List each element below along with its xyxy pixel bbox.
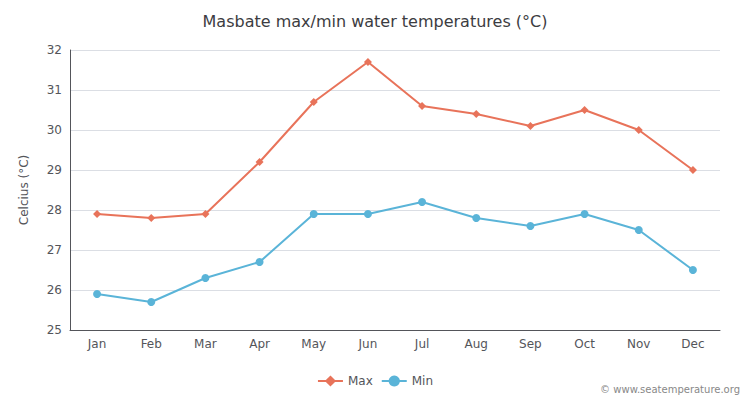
svg-text:Jan: Jan bbox=[87, 337, 107, 351]
svg-text:29: 29 bbox=[47, 163, 62, 177]
svg-text:Masbate max/min water temperat: Masbate max/min water temperatures (°C) bbox=[203, 12, 548, 31]
svg-text:Sep: Sep bbox=[519, 337, 542, 351]
svg-text:31: 31 bbox=[47, 83, 62, 97]
svg-text:32: 32 bbox=[47, 43, 62, 57]
svg-text:Jul: Jul bbox=[414, 337, 429, 351]
svg-text:Dec: Dec bbox=[681, 337, 704, 351]
svg-text:30: 30 bbox=[47, 123, 62, 137]
svg-text:© www.seatemperature.org: © www.seatemperature.org bbox=[600, 384, 740, 395]
svg-text:Apr: Apr bbox=[249, 337, 270, 351]
svg-text:Oct: Oct bbox=[574, 337, 595, 351]
svg-text:Min: Min bbox=[412, 374, 433, 388]
svg-text:Nov: Nov bbox=[627, 337, 650, 351]
svg-text:Feb: Feb bbox=[141, 337, 162, 351]
svg-text:27: 27 bbox=[47, 243, 62, 257]
svg-text:Jun: Jun bbox=[358, 337, 378, 351]
svg-text:May: May bbox=[301, 337, 326, 351]
svg-text:28: 28 bbox=[47, 203, 62, 217]
svg-text:Max: Max bbox=[348, 374, 373, 388]
svg-text:26: 26 bbox=[47, 283, 62, 297]
svg-text:25: 25 bbox=[47, 323, 62, 337]
svg-text:Celcius (°C): Celcius (°C) bbox=[17, 155, 31, 225]
svg-text:Aug: Aug bbox=[465, 337, 488, 351]
svg-text:Mar: Mar bbox=[194, 337, 217, 351]
